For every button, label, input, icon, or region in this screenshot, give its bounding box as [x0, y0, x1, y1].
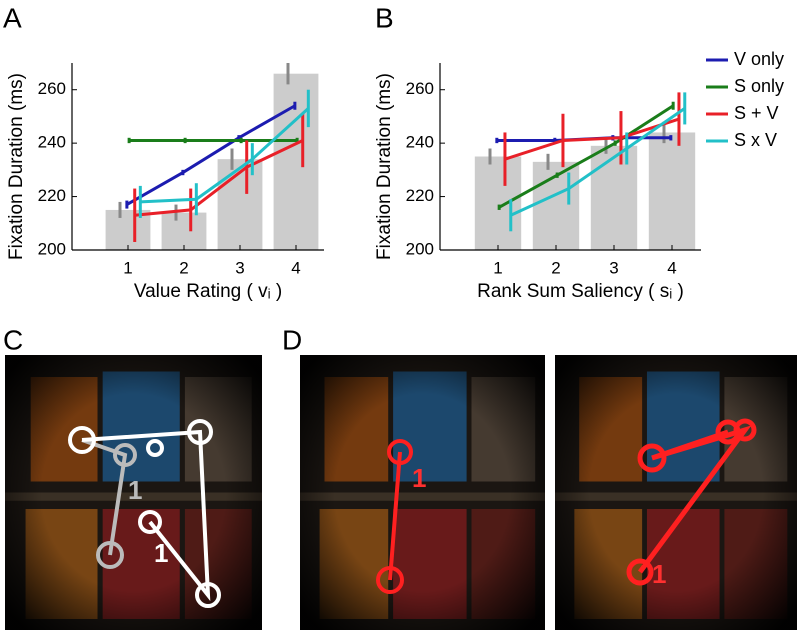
- x-tick-label: 4: [667, 258, 676, 277]
- panel-label: B: [375, 2, 394, 33]
- panel-label: C: [3, 324, 23, 355]
- x-axis-label: Value Rating ( vᵢ ): [134, 281, 282, 302]
- x-tick-label: 4: [291, 258, 300, 277]
- legend-label: S + V: [734, 103, 779, 123]
- fixation-label: 1: [128, 475, 142, 505]
- bar: [273, 73, 319, 250]
- bar: [474, 156, 522, 250]
- photo-c: [5, 355, 262, 630]
- y-axis-label: Fixation Duration (ms): [374, 73, 395, 260]
- series-line: [140, 107, 310, 204]
- x-tick-label: 1: [123, 258, 132, 277]
- bar: [590, 145, 638, 250]
- fixation-label: 1: [652, 559, 666, 589]
- bar: [105, 209, 151, 250]
- fixation-label: 1: [154, 538, 168, 568]
- bar: [161, 212, 207, 250]
- bar: [648, 132, 696, 250]
- y-axis-label: Fixation Duration (ms): [6, 73, 27, 260]
- y-tick-label: 260: [38, 79, 66, 98]
- fixation-label: 1: [412, 463, 426, 493]
- bar: [217, 159, 263, 250]
- x-axis-label: Rank Sum Saliency ( sᵢ ): [477, 281, 684, 302]
- series-line: [134, 139, 304, 217]
- y-tick-label: 200: [406, 239, 434, 258]
- x-tick-label: 2: [179, 258, 188, 277]
- series-line: [504, 117, 680, 161]
- photo-d-left: [300, 355, 545, 630]
- legend-label: S x V: [734, 130, 777, 150]
- series-line: [510, 107, 686, 217]
- x-tick-label: 2: [551, 258, 560, 277]
- y-tick-label: 240: [38, 133, 66, 152]
- x-tick-label: 1: [493, 258, 502, 277]
- y-tick-label: 260: [406, 79, 434, 98]
- panel-label: A: [3, 2, 22, 33]
- y-tick-label: 220: [406, 186, 434, 205]
- photo-d-right: [555, 355, 797, 630]
- y-tick-label: 220: [38, 186, 66, 205]
- y-tick-label: 200: [38, 239, 66, 258]
- x-tick-label: 3: [609, 258, 618, 277]
- series-line: [498, 104, 674, 209]
- y-tick-label: 240: [406, 133, 434, 152]
- series-line: [126, 104, 296, 206]
- panel-label: D: [282, 324, 302, 355]
- x-tick-label: 3: [235, 258, 244, 277]
- legend-label: S only: [734, 76, 784, 96]
- legend-label: V only: [734, 49, 784, 69]
